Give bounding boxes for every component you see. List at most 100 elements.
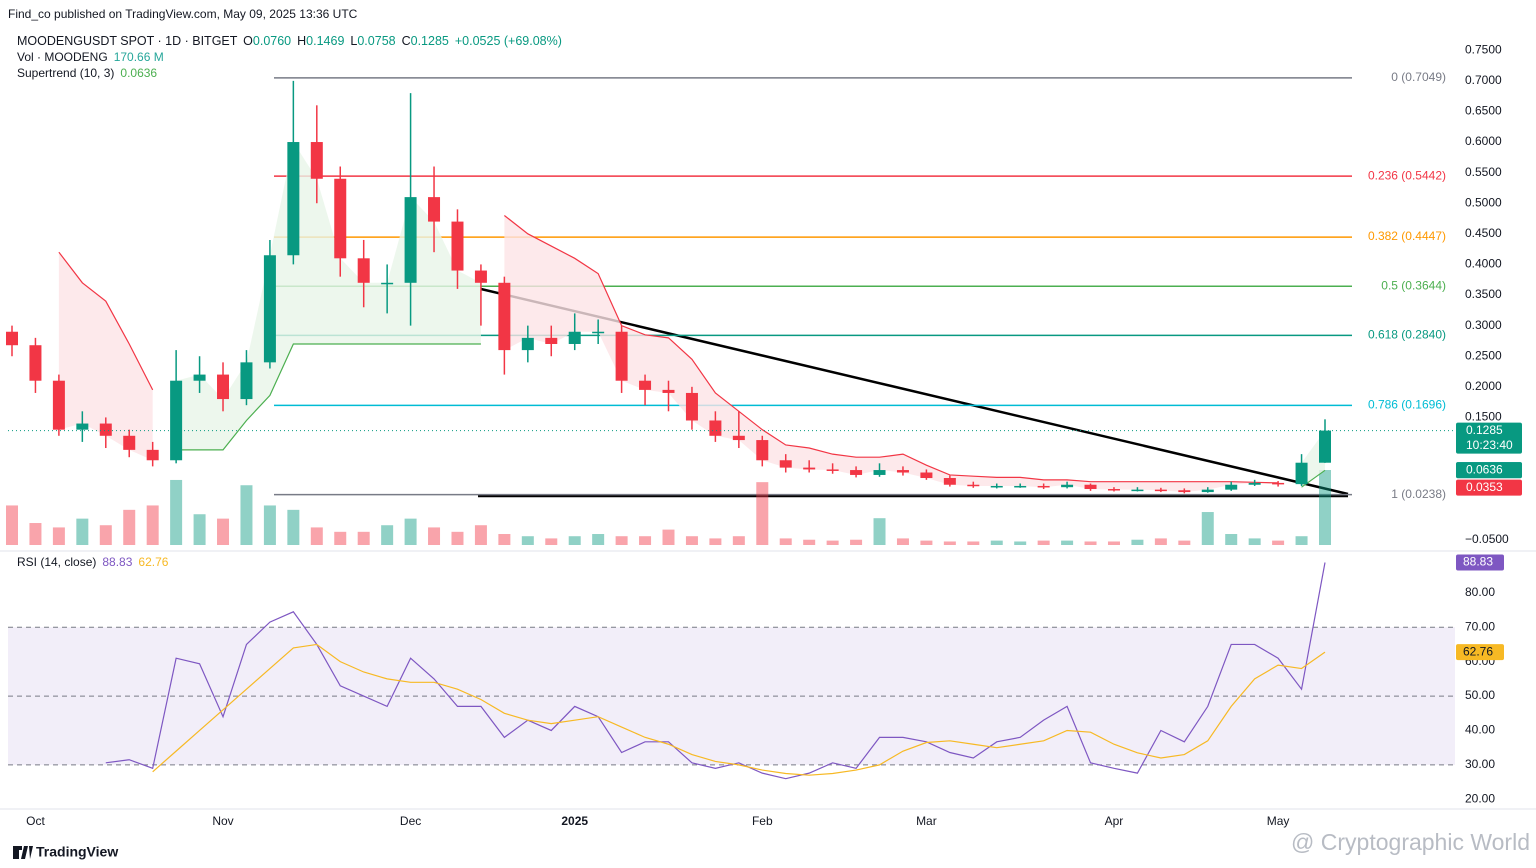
- legend-supertrend: Supertrend (10, 3) 0.0636: [17, 66, 157, 80]
- volume-bar: [545, 538, 558, 545]
- candle-body: [615, 331, 628, 381]
- volume-bar: [1061, 540, 1074, 545]
- volume-bar: [29, 523, 42, 545]
- volume-bar: [1248, 538, 1261, 545]
- volume-bar: [521, 536, 534, 545]
- volume-bar: [1037, 540, 1050, 545]
- volume-bar: [1201, 512, 1214, 545]
- candle-body: [803, 467, 816, 470]
- y-tick-label: 0.6500: [1465, 104, 1502, 118]
- candle-body: [217, 374, 230, 400]
- rsi-badge: [1456, 554, 1504, 571]
- candle-body: [967, 484, 980, 487]
- fib-label: 0.5 (0.3644): [1381, 278, 1446, 292]
- candle-body: [99, 423, 112, 436]
- rsi-badge-label: 62.76: [1463, 644, 1493, 658]
- fib-label: 0 (0.7049): [1391, 70, 1446, 84]
- volume-bar: [803, 539, 816, 545]
- candle-body: [193, 374, 206, 381]
- candle-body: [568, 331, 581, 344]
- legend-rsi-value: 62.76: [138, 555, 168, 569]
- volume-bar: [873, 518, 886, 545]
- candle-body: [639, 380, 652, 390]
- y-tick-label: 0.4500: [1465, 226, 1502, 240]
- y-tick-label: 0.3000: [1465, 318, 1502, 332]
- y-tick-label: 40.00: [1465, 723, 1495, 737]
- rsi-badge-label: 88.83: [1463, 555, 1493, 569]
- y-tick-label: 0.7000: [1465, 73, 1502, 87]
- candle-body: [756, 440, 769, 461]
- candle-body: [428, 197, 441, 222]
- candle-body: [170, 380, 183, 461]
- volume-bar: [52, 527, 65, 545]
- volume-bar: [732, 536, 745, 545]
- volume-bar: [428, 527, 441, 545]
- logo-text: TradingView: [36, 844, 118, 860]
- fib-label-bg: [1352, 327, 1448, 344]
- volume-bar: [123, 509, 136, 545]
- y-tick-label: 0.7500: [1465, 42, 1502, 56]
- volume-bar: [1225, 534, 1238, 545]
- y-tick-label: 0.2500: [1465, 348, 1502, 362]
- volume-bar: [709, 538, 722, 545]
- supertrend-fill: [176, 142, 481, 450]
- volume-bar: [756, 482, 769, 545]
- candle-body: [521, 337, 534, 351]
- volume-bar: [967, 541, 980, 545]
- candle-body: [1295, 462, 1308, 485]
- countdown: 10:23:40: [1466, 438, 1513, 452]
- candle-body: [1084, 484, 1097, 490]
- volume-bar: [850, 539, 863, 545]
- y-tick-label: 0.6000: [1465, 134, 1502, 148]
- x-tick-label: Nov: [212, 814, 233, 828]
- y-tick-label: 0.5500: [1465, 165, 1502, 179]
- legend-value: 0.0760: [253, 34, 291, 48]
- volume-bar: [1014, 541, 1027, 545]
- volume-bar: [381, 525, 394, 545]
- candle-body: [6, 331, 18, 346]
- volume-bar: [662, 529, 675, 545]
- candle-body: [1178, 490, 1191, 493]
- candle-body: [779, 460, 792, 468]
- candle-body: [263, 255, 276, 363]
- volume-bar: [943, 541, 956, 545]
- y-tick-label: 80.00: [1465, 585, 1495, 599]
- y-tick-label: 30.00: [1465, 757, 1495, 771]
- price-badge-label: 0.0636: [1466, 462, 1503, 476]
- volume-bar: [170, 479, 183, 545]
- fib-label-bg: [1352, 278, 1448, 295]
- rsi-line: [105, 562, 1326, 780]
- candle-body: [451, 221, 464, 271]
- candle-body: [1225, 484, 1238, 490]
- volume-bar: [1084, 541, 1097, 545]
- price-badge: [1456, 479, 1522, 496]
- candle-body: [1107, 489, 1120, 491]
- legend-rsi: RSI (14, close) 88.83 62.76: [17, 555, 169, 569]
- candle-body: [685, 392, 698, 421]
- volume-bar: [498, 534, 511, 545]
- volume-bar: [639, 536, 652, 545]
- y-tick-label: 50.00: [1465, 688, 1495, 702]
- y-tick-label: 0.2000: [1465, 379, 1502, 393]
- legend-value: H: [297, 34, 306, 48]
- volume-bar: [1272, 540, 1285, 545]
- watermark: @ Cryptographic World: [1291, 829, 1530, 855]
- volume-bar: [451, 531, 464, 545]
- volume-bar: [1295, 536, 1308, 545]
- legend-value: C: [402, 34, 411, 48]
- volume-bar: [357, 531, 370, 545]
- x-tick-label: Mar: [916, 814, 937, 828]
- y-tick-label: 0.4000: [1465, 257, 1502, 271]
- volume-bar: [404, 518, 417, 545]
- fib-label-bg: [1352, 69, 1448, 86]
- candle-body: [29, 345, 42, 381]
- candle-body: [592, 331, 605, 334]
- fib-label-bg: [1352, 168, 1448, 185]
- candle-body: [76, 423, 89, 430]
- volume-bar: [1178, 540, 1191, 545]
- candle-body: [873, 470, 886, 475]
- volume-bar: [990, 540, 1003, 545]
- candle-body: [474, 270, 487, 283]
- legend-value: 0.1469: [306, 34, 344, 48]
